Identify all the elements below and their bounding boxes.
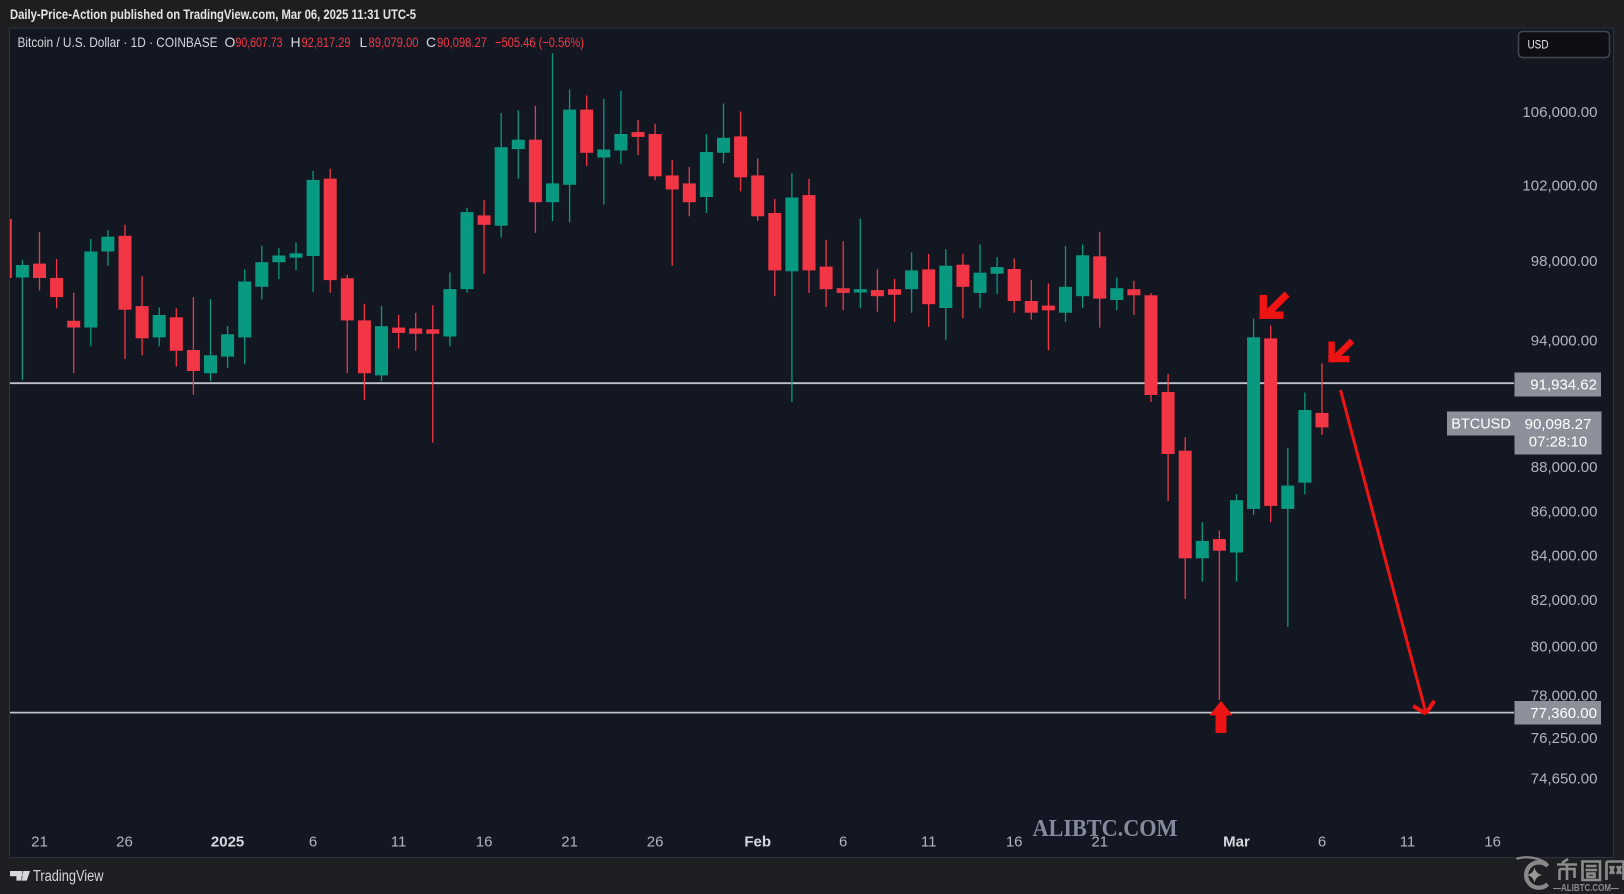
svg-text:86,000.00: 86,000.00 — [1531, 503, 1598, 520]
svg-text:89,079.00: 89,079.00 — [369, 34, 419, 50]
svg-text:80,000.00: 80,000.00 — [1531, 639, 1598, 656]
svg-text:106,000.00: 106,000.00 — [1522, 104, 1597, 121]
svg-text:L: L — [360, 34, 368, 50]
svg-text:USD: USD — [1528, 38, 1549, 52]
svg-text:78,000.00: 78,000.00 — [1531, 688, 1598, 705]
svg-text:11: 11 — [921, 834, 937, 851]
svg-text:Bitcoin / U.S. Dollar · 1D · C: Bitcoin / U.S. Dollar · 1D · COINBASE — [18, 34, 218, 50]
svg-text:11: 11 — [1400, 834, 1416, 851]
svg-text:6: 6 — [839, 834, 847, 851]
svg-text:C: C — [426, 34, 436, 50]
svg-text:82,000.00: 82,000.00 — [1531, 592, 1598, 609]
svg-text:74,650.00: 74,650.00 — [1531, 771, 1598, 788]
svg-text:21: 21 — [31, 834, 48, 851]
svg-text:84,000.00: 84,000.00 — [1531, 547, 1598, 564]
svg-text:11: 11 — [391, 834, 407, 851]
svg-text:6: 6 — [1318, 834, 1326, 851]
svg-text:TradingView: TradingView — [33, 868, 104, 885]
svg-text:94,000.00: 94,000.00 — [1531, 332, 1598, 349]
svg-text:76,250.00: 76,250.00 — [1531, 730, 1598, 747]
svg-text:21: 21 — [1091, 834, 1108, 851]
svg-text:26: 26 — [647, 834, 664, 851]
svg-text:16: 16 — [476, 834, 493, 851]
svg-text:16: 16 — [1006, 834, 1023, 851]
svg-text:16: 16 — [1484, 834, 1501, 851]
svg-text:6: 6 — [309, 834, 317, 851]
svg-text:Daily-Price-Action published o: Daily-Price-Action published on TradingV… — [10, 6, 416, 22]
svg-text:77,360.00: 77,360.00 — [1530, 705, 1597, 722]
svg-text:Mar: Mar — [1223, 834, 1250, 851]
svg-text:88,000.00: 88,000.00 — [1531, 459, 1598, 476]
svg-text:91,934.62: 91,934.62 — [1530, 376, 1597, 393]
svg-text:2025: 2025 — [211, 834, 244, 851]
svg-text:90,098.27: 90,098.27 — [1525, 416, 1592, 433]
svg-text:ALIBTC.COM: ALIBTC.COM — [1033, 816, 1178, 842]
svg-text:−505.46 (−0.56%): −505.46 (−0.56%) — [495, 34, 584, 50]
svg-text:21: 21 — [561, 834, 578, 851]
svg-text:07:28:10: 07:28:10 — [1529, 434, 1587, 451]
svg-text:BTCUSD: BTCUSD — [1451, 417, 1511, 433]
svg-text:—ALIBTC.COM—: —ALIBTC.COM— — [1553, 883, 1619, 894]
svg-text:Feb: Feb — [744, 834, 771, 851]
svg-text:98,000.00: 98,000.00 — [1531, 253, 1598, 270]
svg-text:90,607.73: 90,607.73 — [236, 34, 283, 50]
svg-text:90,098.27: 90,098.27 — [437, 34, 487, 50]
svg-text:102,000.00: 102,000.00 — [1522, 177, 1597, 194]
svg-text:26: 26 — [116, 834, 133, 851]
svg-text:H: H — [291, 34, 301, 50]
svg-text:O: O — [225, 34, 236, 50]
svg-text:92,817.29: 92,817.29 — [302, 34, 351, 50]
